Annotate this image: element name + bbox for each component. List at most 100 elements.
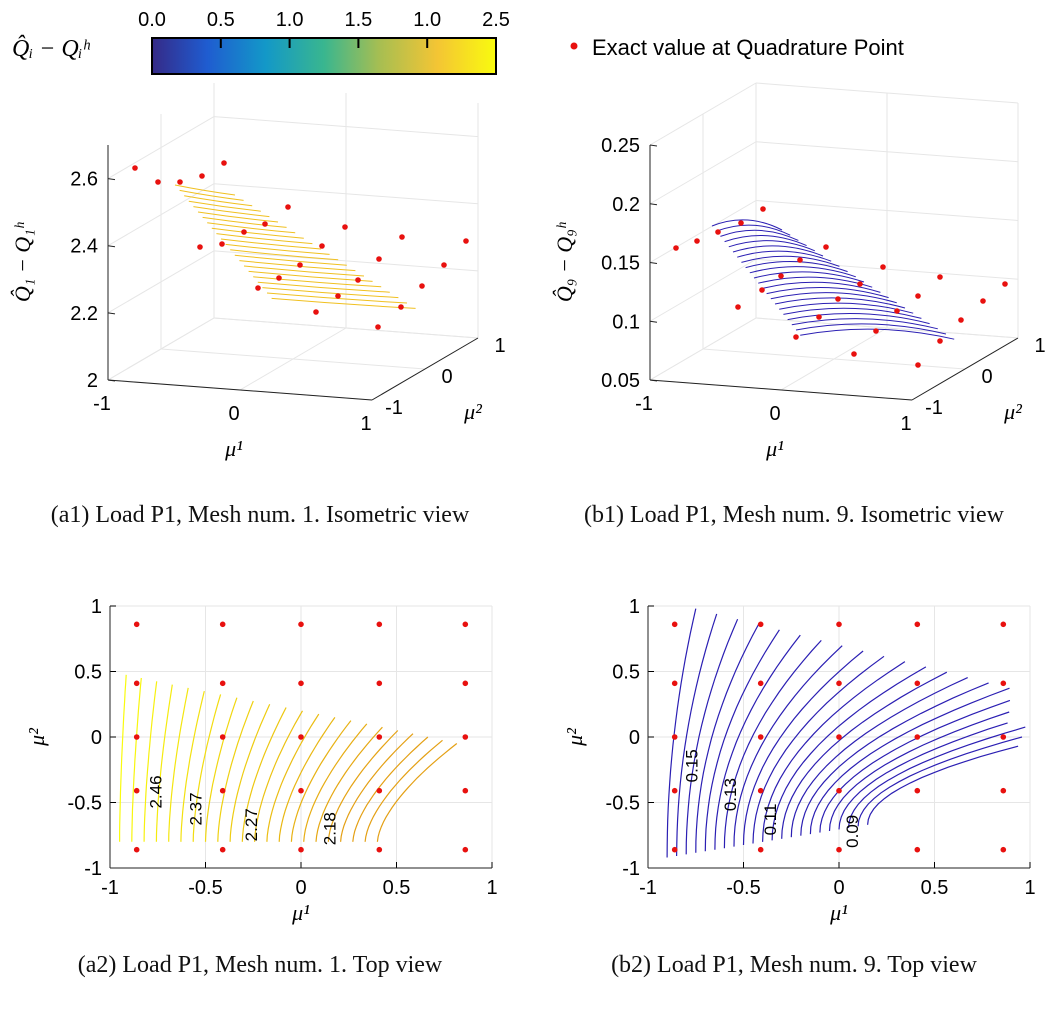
quadrature-point	[376, 787, 383, 794]
z-tick-label: 0.15	[601, 253, 640, 275]
colorbar-tick-label: 1.5	[344, 9, 372, 31]
legend: Exact value at Quadrature Point	[570, 35, 904, 60]
x-tick-label: 0.5	[383, 877, 411, 899]
quadrature-point-3d	[342, 224, 348, 230]
surface-contour-line	[711, 219, 783, 231]
quadrature-point-3d	[463, 238, 469, 244]
quadrature-point-3d	[894, 308, 900, 314]
contour-line	[666, 608, 697, 858]
quadrature-point-3d	[778, 273, 784, 279]
grid-line-floor	[702, 348, 966, 370]
quadrature-point	[914, 787, 921, 794]
surface-contour-line	[795, 323, 947, 335]
surface-contour-line	[243, 265, 365, 277]
contour-line	[168, 687, 189, 842]
quadrature-point-3d	[398, 304, 404, 310]
quadrature-point	[298, 621, 304, 628]
quadrature-point-3d	[376, 256, 382, 262]
panel-b2-topview: -1 -0.5 0 0.5 1 -1 -0.5 0 0.5 1 0.15 0.13 0.11 0.09 μ¹…	[562, 596, 1036, 925]
y-tick-label: -0.5	[606, 793, 640, 815]
quadrature-point-3d	[958, 317, 964, 323]
contour-line	[364, 739, 443, 842]
contour-line	[303, 723, 368, 842]
grid-line-z	[213, 317, 479, 339]
quadrature-point-3d	[319, 243, 325, 249]
contour-line	[819, 699, 1011, 833]
quadrature-point-3d	[759, 287, 765, 293]
surface-contour-line	[716, 224, 791, 236]
quadrature-point	[757, 680, 764, 687]
colorbar: Q̂ᵢ − Qᵢʰ 0.0 0.5 1.0 1.5 1.0 2.5	[12, 9, 510, 75]
contour-line	[376, 743, 458, 842]
contour-label: 2.18	[320, 812, 339, 845]
legend-label: Exact value at Quadrature Point	[592, 35, 904, 60]
quadrature-point-3d	[297, 262, 303, 268]
grid-line-z	[649, 258, 757, 322]
z-tick-mark	[649, 320, 658, 323]
quadrature-point-3d	[241, 229, 247, 235]
z-axis-label: Q̂₉ − Q₉ʰ	[552, 222, 577, 302]
x-tick-label: 0	[833, 877, 844, 899]
quadrature-points	[671, 621, 1007, 853]
quadrature-point	[836, 787, 842, 794]
contour-line	[790, 677, 968, 838]
x-axis-label: μ¹	[829, 900, 848, 925]
contour-line	[800, 682, 989, 836]
grid-line-z	[755, 200, 1019, 221]
quadrature-point	[1000, 787, 1007, 794]
quadrature-point	[376, 680, 383, 687]
quadrature-point	[133, 787, 140, 794]
contour-label: 0.15	[683, 749, 702, 782]
surface-contour-line	[741, 255, 840, 267]
quadrature-points	[133, 621, 469, 853]
y-axis-label: μ²	[463, 399, 482, 424]
y-tick-label: -0.5	[68, 793, 102, 815]
quadrature-point	[757, 734, 764, 740]
grid-line-z	[213, 183, 479, 205]
grid-line-z	[107, 317, 215, 381]
quadrature-point	[462, 621, 469, 628]
quadrature-point	[757, 787, 764, 794]
quadrature-point	[219, 734, 226, 740]
surface-contour-line	[257, 281, 390, 293]
surface-contour-line	[253, 276, 382, 288]
legend-marker	[570, 42, 578, 50]
surface-contour-line	[248, 270, 373, 282]
x-axis-line	[107, 379, 373, 401]
quadrature-point	[133, 734, 140, 740]
contour-line	[809, 687, 1010, 835]
contour-line	[685, 618, 739, 855]
x-tick-label: 1	[900, 413, 911, 435]
contour-label: 0.13	[721, 778, 740, 811]
x-tick-label: -1	[93, 393, 111, 415]
surface-contour-line	[753, 271, 865, 283]
contour-label: 0.11	[761, 804, 780, 836]
panel-a1-isometric: 2 2.2 2.4 2.6 -1 0 1 -1 0 1 μ¹ μ² Q̂₁ − Q₁ʰ	[10, 83, 506, 461]
contour-line	[867, 745, 1019, 825]
y-axis-line	[911, 337, 1019, 401]
y-tick-label: 0	[629, 727, 640, 749]
quadrature-point-3d	[915, 362, 921, 368]
quadrature-point-3d	[219, 241, 225, 247]
quadrature-point	[671, 734, 678, 740]
contour-line	[192, 694, 222, 842]
quadrature-point-3d	[313, 309, 319, 315]
colorbar-tick-label: 1.0	[276, 9, 304, 31]
surface-contour-line	[791, 318, 938, 330]
quadrature-point	[298, 787, 304, 794]
surface-contour-line	[211, 227, 304, 239]
z-tick-label: 2.6	[70, 169, 98, 191]
grid-line-z	[107, 183, 215, 247]
colorbar-tick-label: 2.5	[482, 9, 510, 31]
quadrature-point	[914, 621, 921, 628]
contour-line	[695, 624, 760, 853]
surface-contour-line	[174, 184, 236, 196]
x-tick-label: 0	[295, 877, 306, 899]
quadrature-point-3d	[738, 220, 744, 226]
y-tick-label: -1	[385, 397, 403, 419]
grid-line-z	[649, 82, 757, 146]
quadrature-point	[836, 846, 842, 853]
y-axis-line	[371, 337, 479, 401]
z-tick-mark	[649, 203, 658, 206]
